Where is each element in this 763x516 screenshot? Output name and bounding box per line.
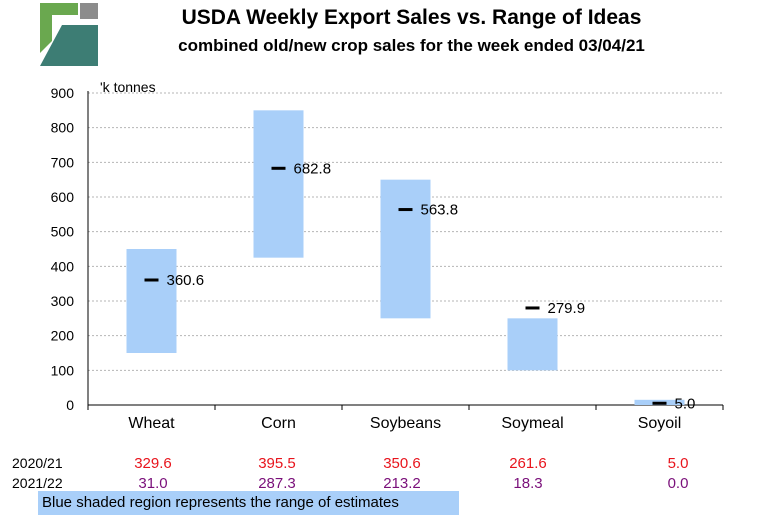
wheat-2020-21-value: 329.6 [134,455,172,472]
wheat-actual-label: 360.6 [167,272,205,289]
corn-category-label: Corn [261,415,296,432]
logo-green-shape [40,3,78,53]
y-tick-label-100: 100 [51,362,75,378]
corn-2021-22-value: 287.3 [258,475,296,492]
soymeal-range-bar [507,318,558,371]
soybeans-2020-21-value: 350.6 [383,455,421,472]
wheat-range-bar [126,249,177,353]
range-chart: 0 100 200 300 400 500 600 700 800 900 'k tonnes 360… [51,79,724,432]
soymeal-category-label: Soymeal [501,415,563,432]
soyoil-category-label: Soyoil [638,415,682,432]
y-tick-label-0: 0 [66,397,74,413]
corn-range-bar [253,110,304,258]
soybeans-range-bar [380,179,431,319]
company-logo [40,3,98,66]
y-tick-label-500: 500 [51,224,75,240]
wheat-2021-22-value: 31.0 [138,475,168,492]
y-tick-label-600: 600 [51,189,75,205]
soybeans-2021-22-value: 213.2 [383,475,421,492]
range-note: Blue shaded region represents the range … [38,491,459,515]
row-label-2020-21: 2020/21 [12,455,63,471]
corn-actual-label: 682.8 [294,160,332,177]
soymeal-actual-label: 279.9 [548,300,586,317]
wheat-category-label: Wheat [128,415,175,432]
logo-teal-shape [40,25,98,66]
y-tick-label-800: 800 [51,120,75,136]
soyoil-2020-21-value: 5.0 [667,455,689,472]
y-tick-label-700: 700 [51,154,75,170]
y-tick-label-400: 400 [51,258,75,274]
y-unit-label: 'k tonnes [100,79,156,95]
y-tick-label-900: 900 [51,85,75,101]
chart-title: USDA Weekly Export Sales vs. Range of Id… [181,6,642,29]
soymeal-2021-22-value: 18.3 [513,475,543,492]
soyoil-actual-label: 5.0 [675,395,696,412]
logo-gray-square [80,3,98,19]
soymeal-2020-21-value: 261.6 [509,455,547,472]
y-tick-label-200: 200 [51,328,75,344]
row-label-2021-22: 2021/22 [12,475,63,491]
y-tick-label-300: 300 [51,293,75,309]
soybeans-category-label: Soybeans [370,415,441,432]
soybeans-actual-label: 563.8 [421,202,459,219]
corn-2020-21-value: 395.5 [258,455,296,472]
chart-subtitle: combined old/new crop sales for the week… [178,36,645,55]
soyoil-2021-22-value: 0.0 [667,475,689,492]
